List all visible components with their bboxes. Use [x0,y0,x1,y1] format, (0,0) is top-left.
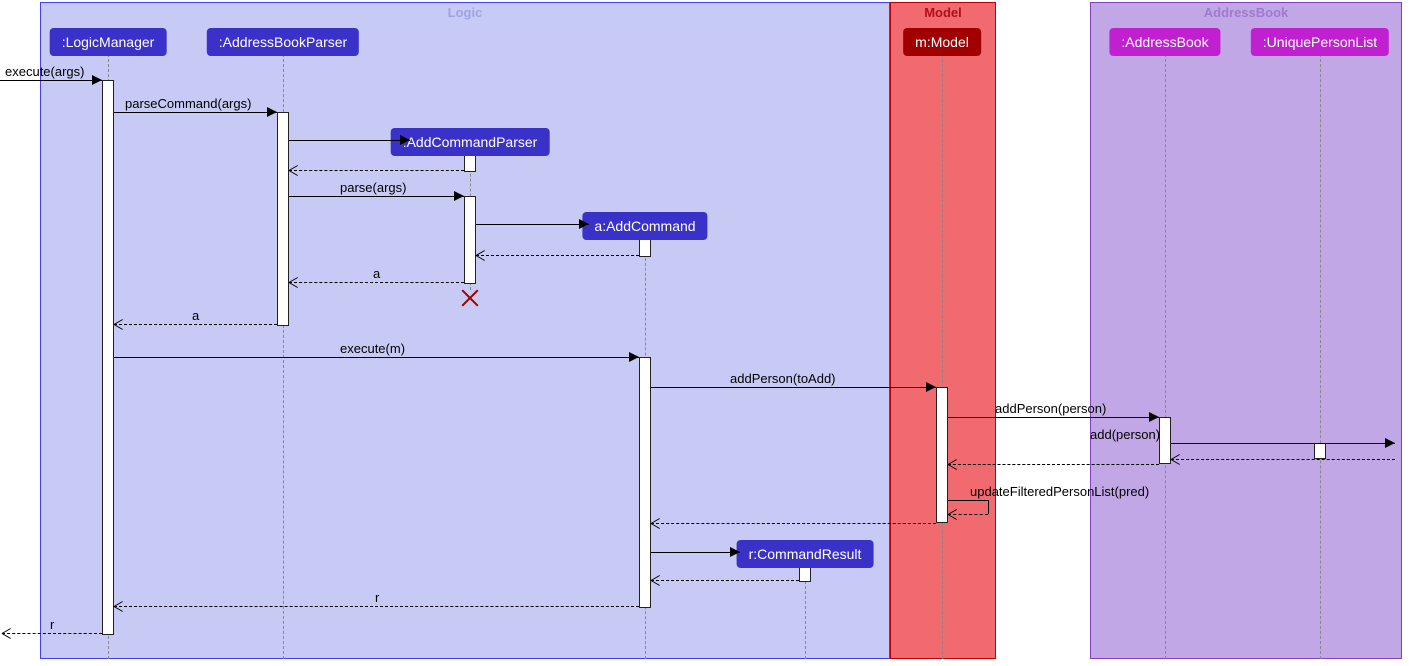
lifeline-model: m:Model [903,28,981,56]
msg-parse-args: parse(args) [340,180,406,195]
logic-box-title: Logic [448,5,483,20]
msg-upl-return-line [1171,459,1395,460]
destroy-acp [459,287,481,309]
lifeline-logic-manager: :LogicManager [50,28,167,56]
msg-add-person: add(person) [1090,427,1160,442]
msg-update-filtered-h1 [948,500,988,501]
msg-return-a2-line [114,324,277,325]
msg-parse-args-line [289,196,464,197]
activation-abp [277,112,289,326]
msg-create-cr-line [651,552,740,553]
msg-addperson-toadd-head [926,382,936,392]
msg-ab-return-head [948,459,958,469]
msg-execute-args-line [0,80,102,81]
msg-create-acp-line [289,140,410,141]
msg-return-r2-line [2,633,102,634]
msg-upl-return-head [1171,454,1181,464]
msg-add-person-line [1171,443,1395,444]
msg-acp-return1-line [289,170,464,171]
msg-create-cr-head [730,547,740,557]
msg-return-a2: a [192,308,199,323]
msg-addcmd-return-head [476,250,486,260]
msg-return-a1-head [289,277,299,287]
lifeline-unique-person-list: :UniquePersonList [1251,28,1389,56]
lifeline-unique-person-list-line [1320,54,1321,659]
lifeline-address-book-line [1165,54,1166,659]
msg-update-filtered: updateFilteredPersonList(pred) [970,484,1149,499]
msg-execute-args: execute(args) [5,64,84,79]
lifeline-model-line [942,54,943,659]
msg-cr-return-line [651,580,799,581]
msg-return-r1-line [114,606,639,607]
msg-parse-command-line [114,112,277,113]
msg-return-a1-line [289,282,464,283]
msg-addperson-person-line [948,417,1159,418]
msg-execute-args-head [92,75,102,85]
msg-create-acp-head [400,135,410,145]
msg-addperson-toadd: addPerson(toAdd) [730,371,836,386]
model-box-title: Model [924,5,962,20]
activation-ac [639,357,651,608]
lifeline-add-command-parser: :AddCommandParser [391,128,550,156]
msg-m-return-head [651,518,661,528]
msg-addcmd-return-line [476,255,639,256]
msg-update-filtered-head [948,509,958,519]
msg-execute-m: execute(m) [340,341,405,356]
lifeline-command-result: r:CommandResult [737,540,874,568]
msg-execute-m-line [114,357,639,358]
msg-cr-return-head [651,575,661,585]
activation-acp [464,155,476,172]
msg-parse-args-head [454,191,464,201]
model-box: Model [890,2,996,659]
activation-ab [1159,417,1171,464]
msg-parse-command-head [267,107,277,117]
msg-return-r1: r [375,590,379,605]
msg-execute-m-head [629,352,639,362]
msg-addperson-person-head [1149,412,1159,422]
msg-return-r2-head [2,628,12,638]
addressbook-box-title: AddressBook [1204,5,1289,20]
msg-return-r2: r [50,617,54,632]
msg-return-a2-head [114,319,124,329]
msg-acp-return1-head [289,165,299,175]
msg-parse-command: parseCommand(args) [125,96,251,111]
msg-ab-return-line [948,464,1159,465]
activation-mm [936,387,948,523]
activation-acp [464,196,476,284]
addressbook-box: AddressBook [1090,2,1402,659]
lifeline-add-command: a:AddCommand [582,212,707,240]
lifeline-addressbook-parser: :AddressBookParser [207,28,359,56]
msg-create-addcmd-line [476,224,589,225]
activation-lm [102,80,114,635]
msg-return-a1: a [373,266,380,281]
activation-upl [1314,443,1326,459]
msg-addperson-toadd-line [651,387,936,388]
msg-create-addcmd-head [579,219,589,229]
msg-addperson-person: addPerson(person) [995,401,1106,416]
msg-m-return-line [651,523,936,524]
msg-update-filtered-v [988,500,989,514]
activation-ac [639,237,651,257]
lifeline-address-book: :AddressBook [1109,28,1220,56]
msg-return-r1-head [114,601,124,611]
msg-add-person-head [1385,438,1395,448]
